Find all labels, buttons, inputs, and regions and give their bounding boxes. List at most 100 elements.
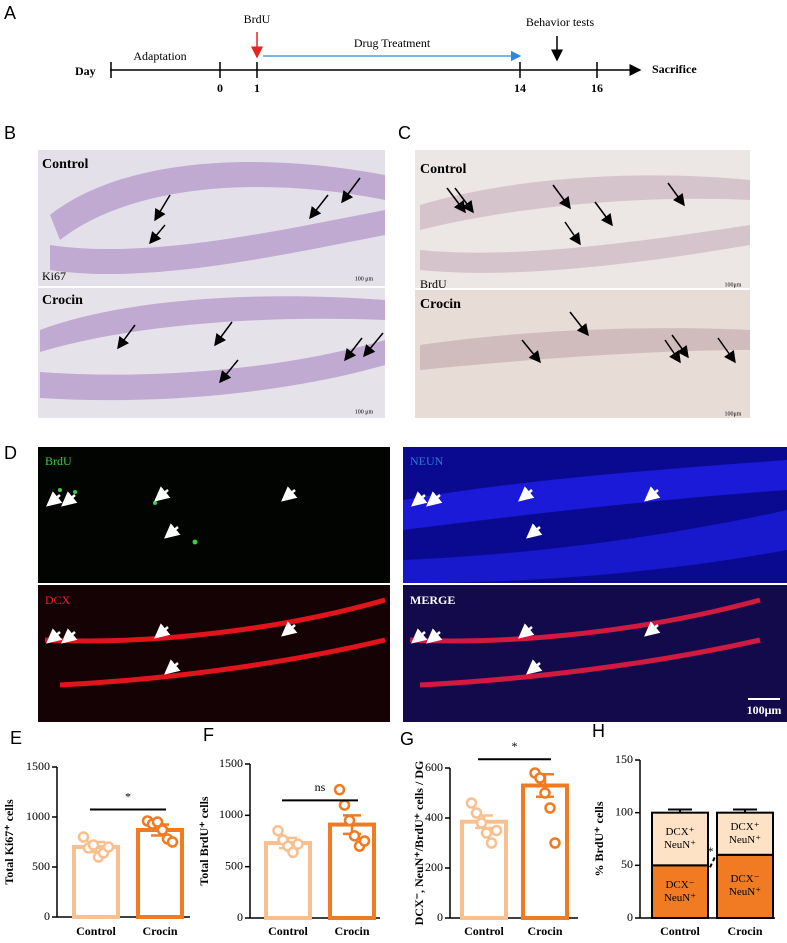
- y-axis-label: Total Ki67⁺ cells: [2, 799, 16, 885]
- significance-label: *: [708, 844, 714, 858]
- significance-label: *: [125, 789, 131, 803]
- significance-label: *: [512, 739, 518, 753]
- data-point: [534, 772, 546, 784]
- data-point: [156, 824, 169, 836]
- group-label: Control: [42, 157, 89, 172]
- channel-label: BrdU: [45, 454, 72, 468]
- bar-segment: [716, 811, 774, 856]
- data-point: [272, 824, 284, 837]
- cell-layer: [50, 162, 385, 275]
- arrows: [46, 486, 661, 675]
- arrows: [117, 177, 384, 384]
- x-tick-label: Control: [76, 924, 116, 938]
- group-label: Crocin: [42, 293, 83, 308]
- y-tick-label: 1000: [219, 807, 243, 821]
- day-tick: 1: [254, 81, 260, 95]
- significance-label: ns: [315, 780, 326, 794]
- y-tick-label: 600: [425, 760, 443, 774]
- cell-layer: [403, 460, 787, 530]
- y-tick-label: 500: [32, 859, 50, 873]
- cell-layer: [40, 296, 385, 401]
- cell-layer: [409, 597, 761, 688]
- end-label: Sacrifice: [652, 62, 697, 76]
- y-tick-label: 150: [615, 752, 633, 766]
- data-point: [485, 837, 498, 849]
- scale-label: 100μm: [725, 411, 742, 417]
- segment-label: DCX⁺ NeuN⁺: [728, 820, 762, 846]
- stain-label: BrdU: [420, 277, 447, 291]
- day-tick: 16: [591, 81, 603, 95]
- day-label: Day: [75, 64, 96, 78]
- y-tick-label: 200: [425, 860, 443, 874]
- y-tick-label: 500: [225, 858, 243, 872]
- panel-label: A: [4, 3, 16, 23]
- scale-label: 100 μm: [355, 409, 374, 415]
- group-label: Crocin: [420, 297, 461, 312]
- stain-label: Ki67: [42, 269, 66, 283]
- data-point: [475, 817, 488, 829]
- data-point: [549, 837, 561, 849]
- y-tick-label: 1000: [26, 809, 50, 823]
- y-tick-label: 50: [621, 857, 633, 871]
- cell-layer: [403, 510, 787, 583]
- group-label: Control: [420, 162, 467, 177]
- data-point: [348, 830, 361, 842]
- x-tick-label: Crocin: [142, 924, 177, 938]
- panel-label: F: [203, 725, 214, 745]
- timeline-ticks: [110, 62, 598, 78]
- y-tick-label: 1500: [26, 759, 50, 773]
- channel-label: DCX: [45, 593, 71, 607]
- day-tick: 0: [217, 81, 223, 95]
- panel-label: D: [4, 443, 17, 463]
- error-bar: [668, 808, 692, 813]
- cell-layer: [44, 597, 386, 688]
- y-tick-label: 0: [627, 910, 633, 924]
- data-point: [480, 827, 493, 839]
- panel-label: G: [400, 729, 414, 749]
- data-point: [287, 846, 299, 859]
- x-tick-label: Crocin: [527, 924, 562, 938]
- data-point: [490, 824, 503, 837]
- panel-label: E: [10, 728, 22, 748]
- x-tick-label: Control: [660, 924, 700, 938]
- panel-label: H: [592, 721, 605, 741]
- data-point: [465, 797, 478, 809]
- bar-segment: [651, 864, 709, 919]
- data-point: [544, 802, 556, 814]
- fluorescence-image: [38, 585, 390, 722]
- data-point: [151, 816, 164, 828]
- y-axis-label: DCX⁻, NeuN⁺/BrdU⁺ cells / DG: [412, 761, 426, 926]
- arrows: [446, 182, 736, 364]
- cell-layer: [420, 328, 750, 370]
- y-tick-label: 0: [237, 910, 243, 924]
- bar: [264, 841, 312, 921]
- event-label: BrdU: [244, 12, 271, 26]
- x-tick-label: Crocin: [727, 924, 762, 938]
- scale-label: 100μm: [747, 703, 782, 717]
- y-axis-label: Total BrdU⁺ cells: [197, 796, 211, 886]
- fluorescence-image: [38, 447, 390, 583]
- segment-label: DCX⁻ NeuN⁺: [728, 873, 762, 899]
- cell-layer: [420, 175, 750, 273]
- channel-label: MERGE: [410, 593, 455, 607]
- segment-label: DCX⁻ NeuN⁺: [663, 878, 697, 904]
- data-point: [358, 835, 371, 847]
- data-point: [102, 841, 115, 853]
- phase-label: Drug Treatment: [354, 36, 431, 50]
- scale-label: 100 μm: [355, 276, 374, 282]
- error-bar: [733, 808, 757, 813]
- data-point: [338, 799, 351, 811]
- x-tick-label: Crocin: [334, 924, 369, 938]
- segment-label: DCX⁺ NeuN⁺: [663, 826, 697, 851]
- y-tick-label: 400: [425, 810, 443, 824]
- x-tick-label: Control: [464, 924, 504, 938]
- significance-line: [709, 856, 716, 868]
- data-point: [343, 814, 356, 827]
- data-point: [77, 831, 90, 843]
- y-tick-label: 100: [615, 804, 633, 818]
- y-tick-label: 0: [437, 910, 443, 924]
- data-point: [87, 839, 100, 851]
- scale-label: 100μm: [725, 282, 742, 288]
